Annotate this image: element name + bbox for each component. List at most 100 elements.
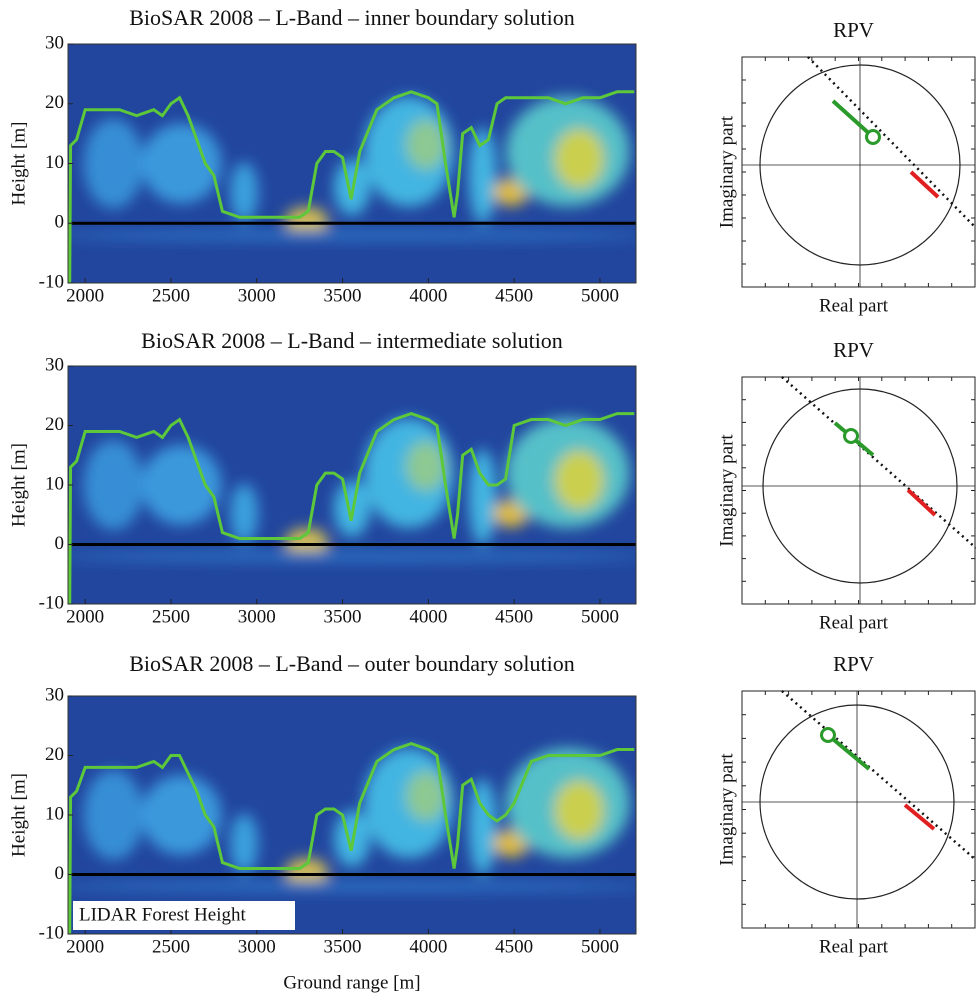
tomogram-blob (405, 440, 446, 491)
tomogram-blob (83, 770, 144, 860)
tomogram-blob (83, 440, 144, 530)
y-tick-label: 0 (55, 863, 65, 884)
x-axis-label: Real part (819, 295, 889, 316)
tomogram-blob (68, 881, 636, 892)
x-tick-label: 4000 (409, 606, 447, 627)
y-axis-label: Imaginary part (716, 115, 737, 228)
legend-entry: LIDAR Forest Height (79, 904, 246, 925)
tomogram-blob (83, 118, 144, 209)
x-axis-label: Real part (819, 936, 889, 957)
lidar-line (68, 412, 635, 604)
lidar-line (68, 90, 635, 283)
tomogram-blob (284, 858, 329, 887)
unit-circle (759, 704, 955, 900)
chart-title: BioSAR 2008 – L-Band – inner boundary so… (129, 5, 574, 30)
tomogram-blob (141, 775, 222, 855)
tomogram-blob (230, 162, 259, 223)
tomogram-blob (68, 551, 636, 562)
y-axis-label: Height [m] (8, 443, 29, 527)
x-tick-label: 2500 (152, 606, 190, 627)
y-tick-label: 10 (45, 152, 64, 173)
x-tick-label: 4500 (495, 285, 533, 306)
y-axis-label: Height [m] (8, 122, 29, 206)
y-tick-label: 20 (45, 414, 64, 435)
x-tick-label: 3000 (238, 606, 276, 627)
coherence-line (781, 690, 976, 861)
lidar-line (68, 742, 635, 934)
y-tick-label: 30 (45, 354, 64, 375)
plot-area (68, 366, 636, 604)
green-segment (831, 99, 875, 139)
x-tick-label: 5000 (581, 606, 619, 627)
y-axis-label: Height [m] (8, 773, 29, 857)
x-tick-label: 4000 (409, 285, 447, 306)
x-tick-label: 3500 (324, 936, 362, 957)
y-tick-label: 30 (45, 684, 64, 705)
y-tick-label: -10 (39, 592, 64, 613)
x-tick-label: 4000 (409, 936, 447, 957)
rpv-frame (741, 376, 976, 605)
tomogram-blob (468, 127, 497, 224)
x-tick-label: 2000 (66, 936, 104, 957)
green-marker (865, 129, 881, 145)
plot-area (68, 44, 636, 283)
tomogram-blob (468, 448, 497, 545)
plot-area (68, 696, 636, 934)
x-tick-label: 4500 (495, 936, 533, 957)
chart-title: BioSAR 2008 – L-Band – outer boundary so… (129, 651, 574, 676)
chart-title: BioSAR 2008 – L-Band – intermediate solu… (141, 328, 563, 353)
y-tick-label: 10 (45, 473, 64, 494)
x-tick-label: 3000 (238, 285, 276, 306)
coherence-line (807, 56, 976, 229)
y-tick-label: 10 (45, 803, 64, 824)
x-tick-label: 2000 (66, 285, 104, 306)
x-tick-label: 2500 (152, 936, 190, 957)
green-marker (820, 727, 836, 743)
rpv-frame (741, 56, 976, 288)
tomogram-blob (230, 483, 259, 544)
tomogram-blob (468, 778, 497, 875)
y-axis-label: Imaginary part (716, 434, 737, 547)
chart-title: RPV (833, 652, 874, 676)
tomogram-blob (554, 450, 605, 511)
red-segment (903, 803, 936, 831)
tomogram-blob (68, 230, 636, 241)
coherence-line (781, 376, 976, 549)
rpv-frame (741, 690, 976, 929)
tomogram-blob (141, 123, 222, 204)
y-tick-label: 0 (55, 212, 65, 233)
x-tick-label: 5000 (581, 936, 619, 957)
x-tick-label: 2500 (152, 285, 190, 306)
tomogram-blob (554, 780, 605, 841)
tomogram-blob (405, 770, 446, 821)
tomogram-blob (405, 119, 446, 170)
y-tick-label: 20 (45, 744, 64, 765)
green-marker (843, 428, 859, 444)
x-tick-label: 4500 (495, 606, 533, 627)
red-segment (906, 488, 937, 517)
x-axis-label: Ground range [m] (283, 972, 420, 993)
y-tick-label: 30 (45, 32, 64, 53)
tomogram-blob (284, 528, 329, 557)
red-segment (909, 170, 940, 199)
unit-circle (759, 64, 961, 266)
unit-circle (762, 388, 958, 584)
y-tick-label: -10 (39, 271, 64, 292)
x-axis-label: Real part (819, 612, 889, 633)
green-segment (826, 733, 871, 771)
tomogram-blob (230, 813, 259, 874)
y-axis-label: Imaginary part (716, 753, 737, 866)
x-tick-label: 3000 (238, 936, 276, 957)
y-tick-label: 20 (45, 92, 64, 113)
chart-title: RPV (833, 18, 874, 42)
y-tick-label: -10 (39, 922, 64, 943)
tomogram (68, 748, 636, 892)
tomogram (68, 96, 636, 241)
tomogram-blob (554, 128, 605, 189)
legend-box (73, 901, 295, 930)
x-tick-label: 5000 (581, 285, 619, 306)
tomogram-blob (141, 445, 222, 525)
x-tick-label: 3500 (324, 606, 362, 627)
